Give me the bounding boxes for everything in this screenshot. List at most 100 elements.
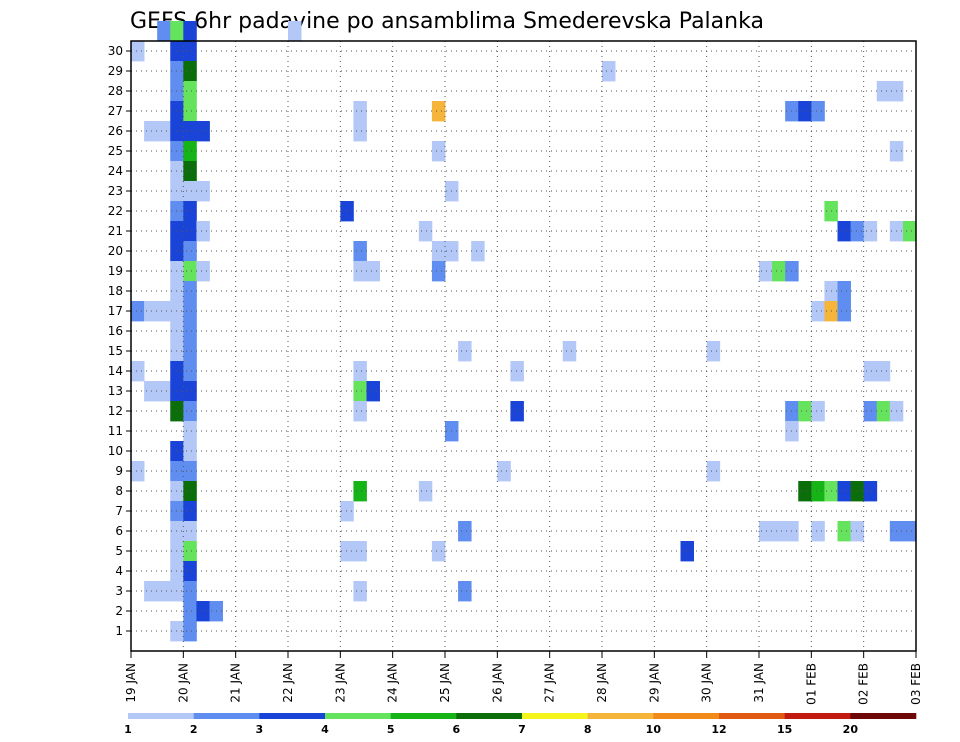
y-tick-label: 21 [108, 224, 123, 238]
heatmap-cell [183, 361, 197, 382]
heatmap-cell [183, 581, 197, 602]
heatmap-cell [353, 261, 367, 282]
y-tick-label: 9 [115, 464, 123, 478]
heatmap-cell [196, 601, 210, 622]
heatmap-cell [798, 481, 812, 502]
heatmap-cell [340, 501, 354, 522]
heatmap-cell [196, 261, 210, 282]
heatmap-cell [458, 341, 472, 362]
heatmap-cell [131, 361, 145, 382]
heatmap-cell [157, 301, 171, 322]
x-tick-label: 25 JAN [438, 663, 452, 703]
y-tick-label: 20 [108, 244, 123, 258]
heatmap-cell [759, 521, 773, 542]
heatmap-cell [183, 401, 197, 422]
y-tick-label: 25 [108, 144, 123, 158]
colorbar-tick-label: 6 [453, 723, 461, 736]
colorbar-segment [850, 713, 917, 719]
heatmap-cell [510, 401, 524, 422]
heatmap-cell [706, 341, 721, 362]
heatmap-cell [353, 241, 367, 262]
colorbar-tick-label: 15 [777, 723, 792, 736]
colorbar-legend: 1 2 3 4 5 6 7 8 10 12 15 20 [124, 713, 917, 736]
x-axis-ticks: 19 JAN 20 JAN 21 JAN 22 JAN 23 JAN 24 JAN 25 J… [124, 651, 923, 705]
colorbar-tick-label: 20 [843, 723, 859, 736]
heatmap-cell [759, 261, 773, 282]
colorbar-segment [522, 713, 588, 719]
heatmap-cell [418, 481, 433, 502]
heatmap-cell [157, 21, 171, 42]
heatmap-cell [366, 261, 380, 282]
heatmap-cell [144, 581, 158, 602]
colorbar-tick-label: 1 [124, 723, 132, 736]
x-tick-label: 26 JAN [490, 663, 504, 703]
heatmap-cell [353, 581, 367, 602]
heatmap-cell [353, 481, 367, 502]
heatmap-cell [863, 401, 878, 422]
x-tick-label: 23 JAN [333, 663, 347, 703]
heatmap-cell [850, 521, 865, 542]
heatmap-cell [798, 101, 812, 122]
heatmap-cell [183, 61, 197, 82]
colorbar-segment [259, 713, 326, 719]
heatmap-cell [837, 301, 851, 322]
heatmap-cell [183, 161, 197, 182]
y-tick-label: 5 [115, 544, 123, 558]
x-tick-label: 31 JAN [752, 663, 766, 703]
y-tick-label: 6 [115, 524, 123, 538]
chart-title: GEFS 6hr padavine po ansamblima Smederev… [130, 9, 764, 34]
heatmap-cell [183, 521, 197, 542]
y-tick-label: 13 [108, 384, 123, 398]
heatmap-cell [183, 201, 197, 222]
heatmap-cell [510, 361, 524, 382]
x-tick-label: 03 FEB [909, 663, 923, 705]
y-tick-label: 23 [108, 184, 123, 198]
y-tick-label: 27 [108, 104, 123, 118]
heatmap-cell [863, 481, 878, 502]
heatmap-cell [837, 281, 851, 302]
heatmap-cell [353, 101, 367, 122]
heatmap-cell [183, 481, 197, 502]
heatmap-cell [183, 601, 197, 622]
heatmap-cell [183, 501, 197, 522]
heatmap-cell [131, 301, 145, 322]
heatmap-cell [353, 361, 367, 382]
heatmap-cell [157, 121, 171, 142]
heatmap-cell [196, 181, 210, 202]
y-tick-label: 10 [108, 444, 123, 458]
heatmap-cell [183, 241, 197, 262]
heatmap-cell [196, 121, 210, 142]
heatmap-cell [431, 261, 446, 282]
colorbar-segment [719, 713, 785, 719]
heatmap-cell [157, 581, 171, 602]
y-tick-label: 24 [108, 164, 123, 178]
x-tick-label: 27 JAN [543, 663, 557, 703]
heatmap-cell [837, 221, 851, 242]
y-tick-label: 3 [115, 584, 123, 598]
heatmap-cell [458, 521, 472, 542]
heatmap-cell [772, 261, 786, 282]
heatmap-cell [431, 141, 446, 162]
colorbar-tick-label: 7 [518, 723, 526, 736]
heatmap-cell [562, 341, 577, 362]
heatmap-cell [183, 421, 197, 442]
heatmap-cell [340, 201, 354, 222]
colorbar-segment [128, 713, 194, 719]
heatmap-cell [431, 241, 446, 262]
colorbar-tick-label: 12 [711, 723, 726, 736]
heatmap-cell [863, 361, 878, 382]
y-tick-label: 28 [108, 84, 123, 98]
dotted-grid [131, 41, 916, 651]
heatmap-cell [183, 281, 197, 302]
y-tick-label: 19 [108, 264, 123, 278]
heatmap-cell [458, 581, 472, 602]
heatmap-cell [353, 541, 367, 562]
heatmap-cell [418, 221, 433, 242]
colorbar-tick-label: 2 [190, 723, 198, 736]
heatmap-cell [811, 521, 825, 542]
y-tick-label: 11 [108, 424, 123, 438]
heatmap-cell [170, 21, 184, 42]
heatmap-cell [196, 221, 210, 242]
heatmap-cell [183, 101, 197, 122]
heatmap-cell [353, 381, 367, 402]
